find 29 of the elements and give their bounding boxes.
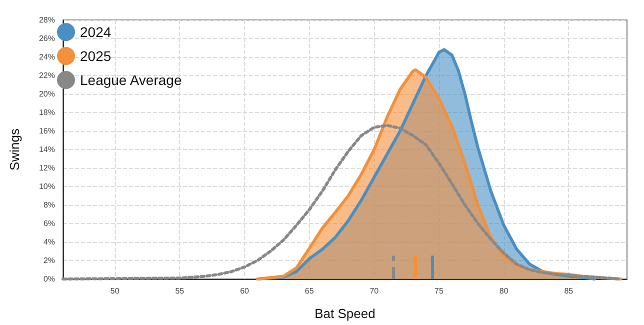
y-tick-label: 0% [43,274,55,284]
y-axis-title: Swings [7,128,22,170]
legend-label: 2025 [80,48,112,64]
y-tick-label: 18% [38,108,55,117]
legend-label: League Average [80,72,182,88]
y-tick-label: 22% [38,71,55,80]
x-tick-label: 75 [434,286,444,296]
x-axis-title: Bat Speed [314,306,376,321]
y-tick-label: 26% [38,34,55,43]
y-tick-label: 6% [43,219,55,228]
x-tick-label: 80 [499,286,509,296]
legend-label: 2024 [80,24,112,40]
y-tick-label: 14% [38,145,55,154]
x-tick-label: 55 [175,286,185,296]
y-tick-label: 16% [38,126,55,136]
y-tick-label: 24% [38,52,55,62]
line-series [62,124,622,280]
x-tick-label: 60 [240,286,250,296]
y-tick-label: 4% [43,238,55,246]
y-tick-label: 20% [38,90,55,98]
x-tick-label: 50 [110,286,120,296]
y-tick-label: 10% [38,182,55,191]
x-tick-label: 65 [304,286,314,296]
y-tick-label: 28% [38,16,55,24]
x-tick-label: 70 [370,286,380,296]
y-tick-label: 12% [38,164,55,172]
y-tick-label: 8% [43,200,55,210]
x-tick-label: 85 [564,286,574,296]
y-tick-label: 2% [43,256,55,265]
